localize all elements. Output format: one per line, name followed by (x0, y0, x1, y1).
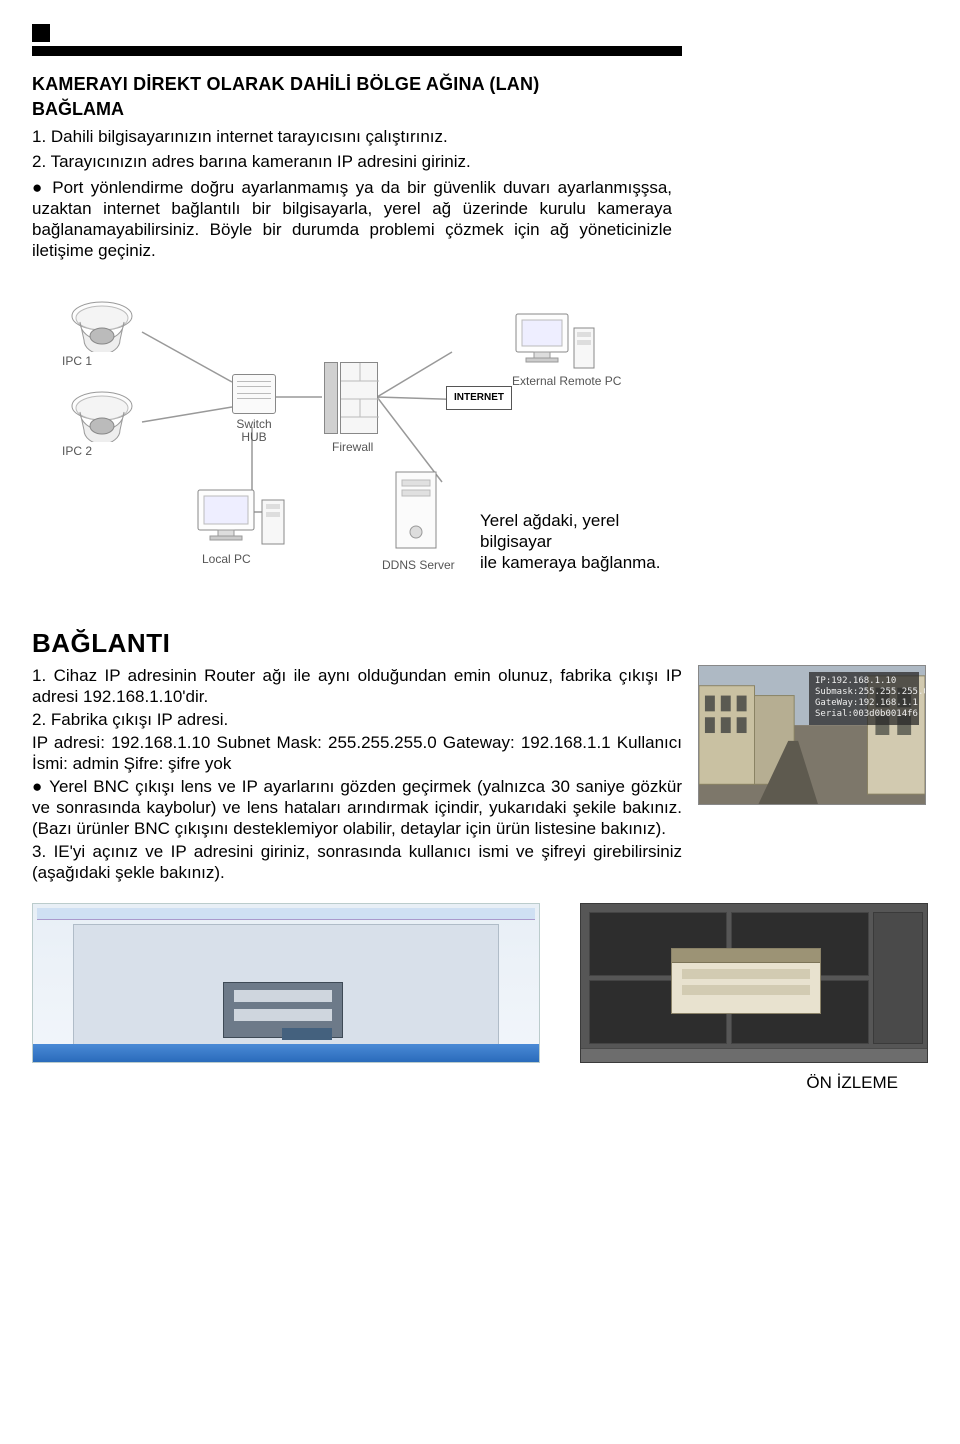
footer-caption: ÖN İZLEME (32, 1073, 928, 1093)
overlay-l2: Submask:255.255.255.0 (815, 687, 913, 698)
screenshots-row (32, 903, 928, 1063)
login-dialog (223, 982, 343, 1038)
ipc1-camera-icon (62, 292, 142, 352)
s2-p2: 2. Fabrika çıkışı IP adresi. (32, 709, 682, 730)
section2-title: BAĞLANTI (32, 628, 928, 659)
ddns-server-icon (382, 466, 452, 563)
s2-p1: 1. Cihaz IP adresinin Router ağı ile ayn… (32, 665, 682, 707)
s2-p3: IP adresi: 192.168.1.10 Subnet Mask: 255… (32, 732, 682, 774)
street-image-column: IP:192.168.1.10 Submask:255.255.255.0 Ga… (698, 665, 928, 886)
ipc2-camera-icon (62, 382, 142, 442)
firewall-label: Firewall (332, 440, 373, 454)
overlay-l4: Serial:003d0b0014f6 (815, 709, 913, 720)
firewall-icon (324, 362, 338, 434)
internet-label: INTERNET (454, 392, 504, 403)
section2-text: 1. Cihaz IP adresinin Router ağı ile ayn… (32, 665, 682, 886)
ipc2-label: IPC 2 (62, 444, 92, 458)
s2-p5: 3. IE'yi açınız ve IP adresini giriniz, … (32, 841, 682, 883)
intro-p2: 2. Tarayıcınızın adres barına kameranın … (32, 151, 672, 172)
two-column-layout: 1. Cihaz IP adresinin Router ağı ile ayn… (32, 665, 928, 886)
intro-block: KAMERAYI DİREKT OLARAK DAHİLİ BÖLGE AĞIN… (32, 74, 672, 262)
ddns-label: DDNS Server (382, 558, 455, 572)
ipc1-label: IPC 1 (62, 354, 92, 368)
caption-l2: ile kameraya bağlanma. (480, 552, 672, 573)
internet-box: INTERNET (446, 386, 512, 410)
switch-label: Switch HUB (230, 418, 278, 444)
corner-marker (32, 24, 50, 42)
external-pc-icon (512, 308, 602, 379)
nvr-preview-screenshot (580, 903, 928, 1063)
firewall-body-icon (340, 362, 378, 434)
overlay-l1: IP:192.168.1.10 (815, 676, 913, 687)
diagram-caption: Yerel ağdaki, yerel bilgisayar ile kamer… (480, 510, 672, 574)
external-pc-label: External Remote PC (512, 374, 621, 388)
caption-l1: Yerel ağdaki, yerel bilgisayar (480, 510, 672, 553)
side-panel (873, 912, 923, 1044)
ie-login-screenshot (32, 903, 540, 1063)
auth-dialog (671, 948, 821, 1014)
intro-p3: ● Port yönlendirme doğru ayarlanmamış ya… (32, 177, 672, 262)
heading-line1: KAMERAYI DİREKT OLARAK DAHİLİ BÖLGE AĞIN… (32, 74, 672, 95)
switch-hub-icon (232, 374, 276, 414)
intro-p1: 1. Dahili bilgisayarınızın internet tara… (32, 126, 672, 147)
horizontal-rule (32, 46, 682, 56)
street-camera-thumbnail: IP:192.168.1.10 Submask:255.255.255.0 Ga… (698, 665, 926, 805)
ip-info-overlay: IP:192.168.1.10 Submask:255.255.255.0 Ga… (809, 672, 919, 725)
page: KAMERAYI DİREKT OLARAK DAHİLİ BÖLGE AĞIN… (32, 24, 928, 1093)
overlay-l3: GateWay:192.168.1.1 (815, 698, 913, 709)
section-baglanti: BAĞLANTI 1. Cihaz IP adresinin Router ağ… (32, 628, 928, 886)
heading-line2: BAĞLAMA (32, 99, 672, 120)
local-pc-icon (192, 482, 292, 557)
network-diagram: IPC 1 IPC 2 Switch HUB Firewall INTERNET (32, 282, 672, 602)
local-pc-label: Local PC (202, 552, 251, 566)
s2-p4: ● Yerel BNC çıkışı lens ve IP ayarlarını… (32, 776, 682, 839)
